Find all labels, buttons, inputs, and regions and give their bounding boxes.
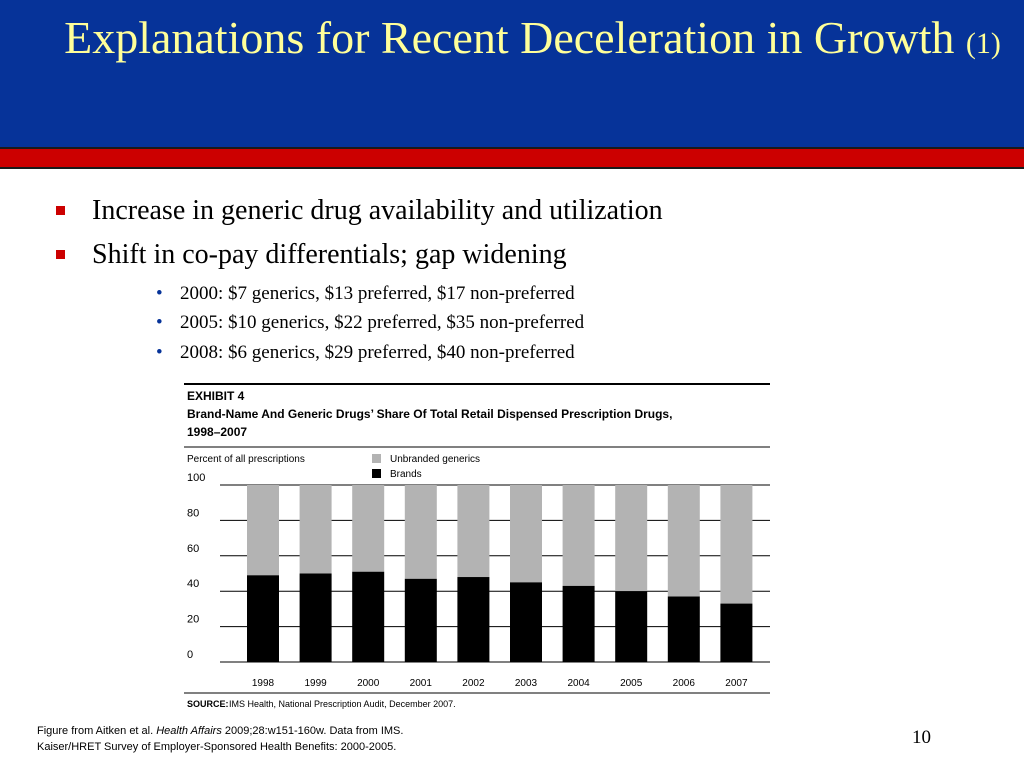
dot-bullet-icon: • bbox=[156, 312, 163, 333]
bullet-text: Increase in generic drug availability an… bbox=[92, 195, 663, 226]
bar-generics bbox=[510, 485, 542, 583]
bar-generics bbox=[404, 485, 437, 579]
bar-generics bbox=[299, 485, 332, 574]
title-banner bbox=[0, 0, 1024, 147]
exhibit-chart: EXHIBIT 4 Brand-Name And Generic Drugs’ … bbox=[184, 383, 770, 709]
square-bullet-icon bbox=[56, 206, 65, 215]
y-tick-label: 80 bbox=[187, 507, 199, 519]
footer-citation: Figure from Aitken et al. bbox=[37, 725, 157, 737]
dot-bullet-icon: • bbox=[156, 342, 163, 363]
legend-swatch-generics bbox=[372, 454, 381, 463]
y-axis-label: Percent of all prescriptions bbox=[187, 454, 305, 465]
bar-brands bbox=[299, 573, 332, 662]
bar-brands bbox=[667, 596, 700, 662]
footer-journal: Health Affairs bbox=[156, 725, 222, 737]
footer-line2: Kaiser/HRET Survey of Employer-Sponsored… bbox=[37, 741, 397, 753]
source-text: IMS Health, National Prescription Audit,… bbox=[229, 699, 456, 709]
sub-bullet-text: 2008: $6 generics, $29 preferred, $40 no… bbox=[180, 342, 575, 363]
slide-title-main: Explanations for Recent Deceleration in … bbox=[64, 12, 955, 63]
x-tick-label: 2003 bbox=[515, 678, 538, 689]
footer-citation-detail: 2009;28:w151-160w. Data from IMS. bbox=[221, 725, 404, 737]
footer-note: Figure from Aitken et al. Health Affairs… bbox=[37, 723, 403, 755]
sub-bullet-text: 2005: $10 generics, $22 preferred, $35 n… bbox=[180, 312, 585, 333]
bar-brands bbox=[562, 585, 595, 662]
exhibit-figure: EXHIBIT 4 Brand-Name And Generic Drugs’ … bbox=[184, 383, 770, 713]
bar-brands bbox=[615, 591, 648, 662]
bar-generics bbox=[615, 485, 648, 592]
bar-generics bbox=[352, 485, 385, 572]
exhibit-label: EXHIBIT 4 bbox=[187, 389, 245, 403]
y-tick-label: 0 bbox=[187, 649, 193, 661]
exhibit-title-line2: 1998–2007 bbox=[187, 425, 247, 439]
x-tick-label: 2006 bbox=[673, 678, 696, 689]
legend-label-brands: Brands bbox=[390, 469, 422, 480]
legend-label-generics: Unbranded generics bbox=[390, 454, 480, 465]
bar-brands bbox=[247, 575, 279, 662]
x-tick-label: 2004 bbox=[567, 678, 590, 689]
bar-brands bbox=[510, 582, 542, 662]
bullet-text: Shift in co-pay differentials; gap widen… bbox=[92, 239, 567, 270]
x-tick-label: 2000 bbox=[357, 678, 380, 689]
x-tick-label: 2007 bbox=[725, 678, 748, 689]
legend-swatch-brands bbox=[372, 469, 381, 478]
bar-generics bbox=[457, 485, 490, 578]
y-tick-label: 40 bbox=[187, 578, 199, 590]
bar-brands bbox=[352, 571, 385, 662]
sub-bullet-text: 2000: $7 generics, $13 preferred, $17 no… bbox=[180, 283, 575, 304]
page-number: 10 bbox=[912, 727, 931, 748]
bar-generics bbox=[247, 485, 279, 576]
exhibit-title-line1: Brand-Name And Generic Drugs’ Share Of T… bbox=[187, 407, 672, 421]
square-bullet-icon bbox=[56, 250, 65, 259]
y-tick-label: 60 bbox=[187, 543, 199, 555]
bar-generics bbox=[720, 485, 753, 604]
x-tick-label: 2005 bbox=[620, 678, 643, 689]
y-tick-label: 20 bbox=[187, 614, 199, 626]
x-tick-label: 2002 bbox=[462, 678, 485, 689]
slide-title-suffix: (1) bbox=[965, 27, 1001, 60]
y-tick-label: 100 bbox=[187, 472, 205, 484]
x-tick-label: 2001 bbox=[410, 678, 433, 689]
source-label: SOURCE: bbox=[187, 699, 229, 709]
slide-title: Explanations for Recent Deceleration in … bbox=[40, 6, 1024, 76]
accent-bar bbox=[0, 147, 1024, 169]
dot-bullet-icon: • bbox=[156, 283, 163, 304]
footer-line1: Figure from Aitken et al. Health Affairs… bbox=[37, 723, 403, 739]
x-tick-label: 1998 bbox=[252, 678, 275, 689]
bar-generics bbox=[667, 485, 700, 597]
bar-brands bbox=[720, 603, 753, 662]
bar-brands bbox=[457, 577, 490, 662]
bar-generics bbox=[562, 485, 595, 586]
bar-brands bbox=[404, 578, 437, 662]
x-tick-label: 1999 bbox=[304, 678, 327, 689]
